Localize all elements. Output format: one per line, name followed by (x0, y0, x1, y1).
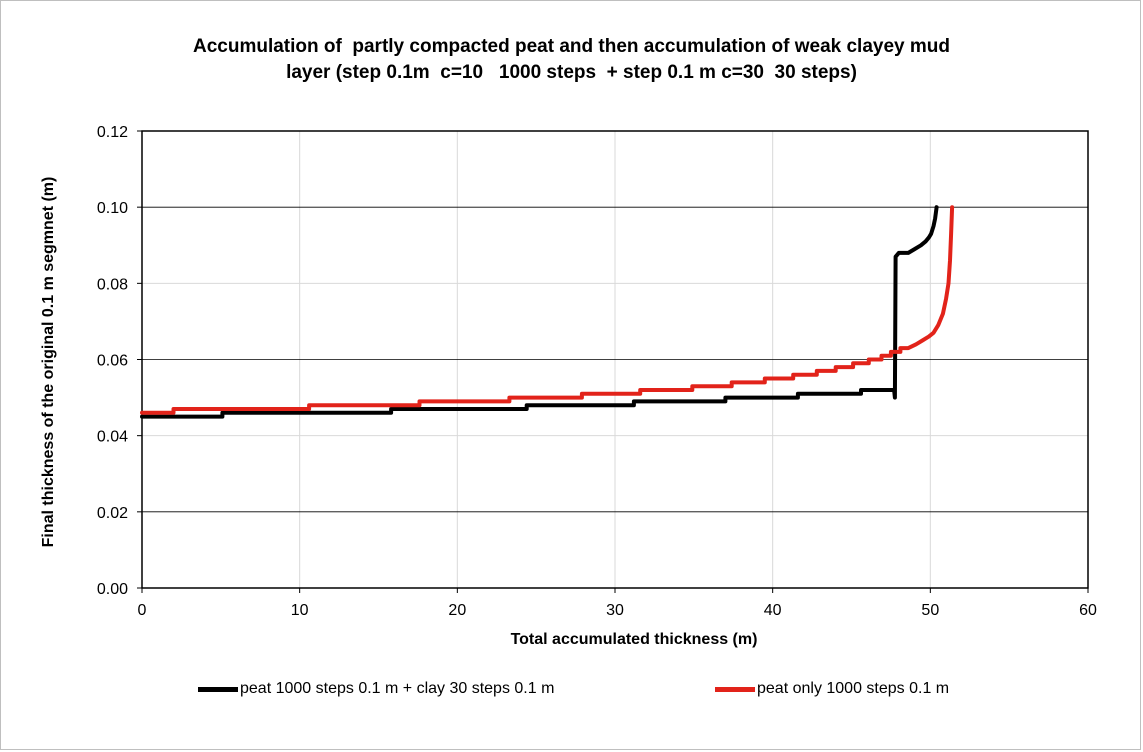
legend: peat 1000 steps 0.1 m + clay 30 steps 0.… (0, 680, 1143, 704)
chart-title: Accumulation of partly compacted peat an… (0, 34, 1143, 86)
x-tick-label: 60 (1079, 602, 1097, 619)
series-line-peat-only (140, 205, 955, 415)
legend-swatch-red (715, 686, 755, 692)
x-tick-label: 30 (606, 602, 624, 619)
y-tick-label: 0.04 (97, 429, 128, 446)
legend-item-black: peat 1000 steps 0.1 m + clay 30 steps 0.… (198, 680, 554, 698)
legend-label-black: peat 1000 steps 0.1 m + clay 30 steps 0.… (240, 680, 555, 697)
y-axis-label: Final thickness of the original 0.1 m se… (40, 177, 57, 548)
axis-ticks: 0 10 20 30 40 50 60 0.00 0.02 0.04 0.06 0.08 0.10 0.1… (97, 124, 1097, 619)
x-tick-label: 20 (448, 602, 466, 619)
legend-label-red: peat only 1000 steps 0.1 m (757, 680, 950, 697)
x-tick-label: 50 (921, 602, 939, 619)
y-tick-label: 0.06 (97, 353, 128, 370)
y-tick-label: 0.02 (97, 505, 128, 522)
grid-lines (142, 131, 1088, 588)
x-tick-label: 40 (764, 602, 782, 619)
chart-title-line-1: Accumulation of partly compacted peat an… (192, 36, 950, 57)
series-line-peat-clay (140, 205, 939, 419)
series-group (140, 205, 955, 419)
x-axis-label: Total accumulated thickness (m) (511, 631, 758, 648)
y-tick-label: 0.08 (97, 276, 128, 293)
legend-item-red: peat only 1000 steps 0.1 m (715, 680, 949, 698)
legend-swatch-black (198, 686, 238, 692)
chart-title-line-2: layer (step 0.1m c=10 1000 steps + step … (286, 62, 857, 83)
x-tick-label: 0 (138, 602, 147, 619)
x-tick-label: 10 (291, 602, 309, 619)
y-tick-label: 0.12 (97, 124, 128, 141)
y-tick-label: 0.10 (97, 200, 128, 217)
y-tick-label: 0.00 (97, 581, 128, 598)
